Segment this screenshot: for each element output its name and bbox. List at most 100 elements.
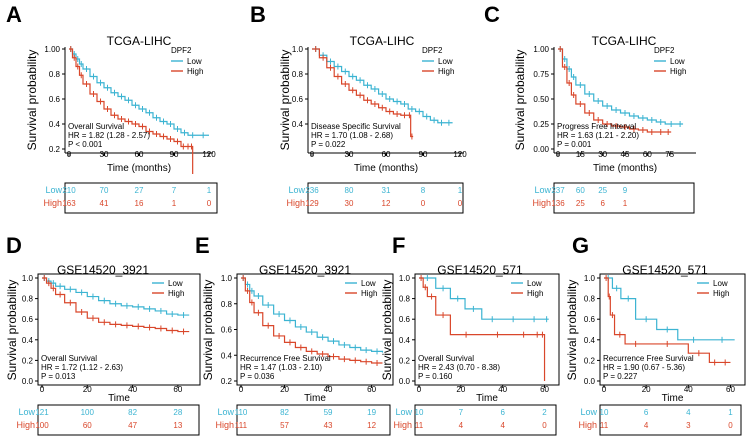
x-tick-label: 40 xyxy=(128,385,137,394)
x-tick-label: 40 xyxy=(498,385,507,394)
legend-label-low: Low xyxy=(187,57,202,66)
y-tick-label: 0.2 xyxy=(399,356,411,365)
hazard-ratio: HR = 1.47 (1.03 - 2.10) xyxy=(240,363,322,372)
risk-table-frame xyxy=(553,182,695,214)
x-tick-label: 30 xyxy=(100,150,109,159)
y-tick-label: 0.50 xyxy=(533,95,549,104)
p-value: P = 0.036 xyxy=(240,372,275,381)
panel-c: C TCGA-LIHC Survival probability Time (mont… xyxy=(484,2,696,214)
risk-count: 110 xyxy=(235,408,248,417)
y-tick-label: 0.6 xyxy=(399,315,411,324)
panel-a: A TCGA-LIHC Survival probability Time (mont… xyxy=(6,2,218,214)
hazard-ratio: HR = 1.63 (1.21 - 2.20) xyxy=(557,131,639,140)
risk-count: 80 xyxy=(345,186,354,195)
risk-count: 129 xyxy=(305,199,319,208)
km-curve-low xyxy=(69,48,209,136)
chart-title: GSE14520_571 xyxy=(622,263,708,277)
km-curve-low xyxy=(558,48,684,125)
risk-count: 121 xyxy=(35,408,49,417)
risk-count: 237 xyxy=(551,186,565,195)
risk-table-frame xyxy=(64,182,218,214)
km-curve-high xyxy=(69,48,194,174)
risk-table-frame xyxy=(414,404,557,436)
risk-count: 10 xyxy=(600,408,609,417)
x-tick-label: 60 xyxy=(382,150,391,159)
risk-count: 6 xyxy=(500,408,505,417)
x-tick-label: 120 xyxy=(202,150,216,159)
risk-count: 0 xyxy=(542,421,547,430)
chart-title: GSE14520_3921 xyxy=(259,263,351,277)
risk-table: Low 110 82 59 19 High 111 57 43 12 xyxy=(215,404,391,436)
risk-row-label: High xyxy=(16,420,35,430)
risk-row-label: Low xyxy=(18,407,35,417)
risk-count: 11 xyxy=(600,421,609,430)
x-axis-label: Time (months) xyxy=(593,163,657,174)
legend-label-high: High xyxy=(713,289,729,298)
risk-count: 8 xyxy=(421,186,426,195)
legend-label-low: Low xyxy=(438,57,453,66)
x-axis-label: Time (months) xyxy=(107,163,171,174)
risk-row-label: Low xyxy=(395,407,412,417)
hazard-ratio: HR = 1.90 (0.67 - 5.36) xyxy=(603,363,685,372)
panel-letter: D xyxy=(6,233,22,258)
y-tick-label: 1.00 xyxy=(44,45,60,54)
y-tick-label: 1.0 xyxy=(584,274,596,283)
risk-count: 28 xyxy=(173,408,182,417)
risk-table-frame xyxy=(236,404,391,436)
axes: 0.0 0.2 0.4 0.6 0.8 1.0 0 20 40 60 xyxy=(22,273,201,394)
axes: 0.00 0.25 0.50 0.75 1.00 0 15 30 45 60 75 xyxy=(533,45,696,159)
risk-row-label: Low xyxy=(580,407,597,417)
x-tick-label: 30 xyxy=(598,150,607,159)
x-axis-label: Time xyxy=(304,393,326,404)
panel-b: B TCGA-LIHC Survival probability Time (mont… xyxy=(250,2,467,214)
risk-row-label: Low xyxy=(217,407,234,417)
panel-letter: F xyxy=(392,233,405,258)
y-tick-label: 1.0 xyxy=(22,274,34,283)
risk-table: Low 210 70 27 7 1 High 163 41 16 1 0 xyxy=(43,182,218,214)
legend-title: DPF2 xyxy=(654,46,675,55)
survival-type: Recurrence Free Survival xyxy=(240,354,331,363)
x-tick-label: 0 xyxy=(602,385,607,394)
risk-count: 6 xyxy=(600,199,605,208)
y-tick-label: 0.0 xyxy=(22,377,34,386)
y-tick-label: 0.0 xyxy=(584,377,596,386)
y-axis-label: Survival probability xyxy=(201,280,215,381)
risk-count: 236 xyxy=(305,186,319,195)
risk-count: 0 xyxy=(421,199,426,208)
y-axis-label: Survival probability xyxy=(565,280,579,381)
risk-row-label: Low xyxy=(534,185,551,195)
x-tick-label: 60 xyxy=(643,150,652,159)
axes: 0.0 0.2 0.4 0.6 0.8 1.0 0 20 40 60 xyxy=(584,273,746,394)
y-tick-label: 0.8 xyxy=(399,295,411,304)
y-tick-label: 1.00 xyxy=(533,45,549,54)
hazard-ratio: HR = 1.72 (1.12 - 2.63) xyxy=(41,363,123,372)
risk-count: 27 xyxy=(135,186,144,195)
risk-count: 100 xyxy=(35,421,49,430)
risk-count: 3 xyxy=(686,421,691,430)
risk-count: 57 xyxy=(280,421,289,430)
x-tick-label: 90 xyxy=(170,150,179,159)
y-tick-label: 0.6 xyxy=(221,326,233,335)
y-tick-label: 0.4 xyxy=(399,336,411,345)
y-tick-label: 0.4 xyxy=(584,336,596,345)
y-tick-label: 0.25 xyxy=(533,120,549,129)
risk-row-label: High xyxy=(43,198,62,208)
risk-table-frame xyxy=(307,182,464,214)
risk-count: 12 xyxy=(382,199,391,208)
risk-row-label: High xyxy=(286,198,305,208)
chart-title: TCGA-LIHC xyxy=(592,34,657,48)
risk-count: 136 xyxy=(551,199,565,208)
y-tick-label: 0.75 xyxy=(533,70,549,79)
risk-count: 16 xyxy=(135,199,144,208)
x-tick-label: 60 xyxy=(173,385,182,394)
panel-letter: B xyxy=(250,2,266,27)
y-tick-label: 0.0 xyxy=(399,377,411,386)
legend-label-high: High xyxy=(670,67,686,76)
